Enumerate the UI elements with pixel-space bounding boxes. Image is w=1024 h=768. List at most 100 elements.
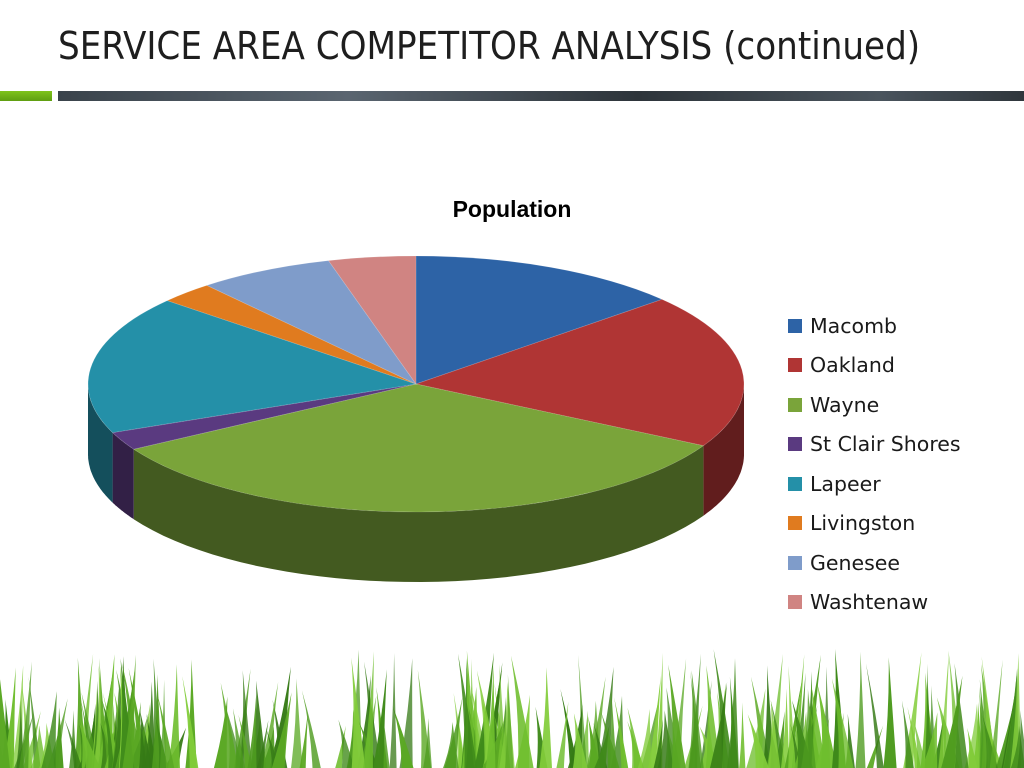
grass-blade <box>423 718 432 768</box>
legend-label: Wayne <box>810 392 880 417</box>
grass-blade <box>578 654 587 768</box>
grass-blade <box>770 699 787 768</box>
pie-slice-macomb <box>415 255 664 385</box>
legend-swatch <box>788 555 802 570</box>
grass-blade <box>577 710 589 768</box>
grass-blade <box>556 701 569 768</box>
grass-blade <box>64 719 82 768</box>
grass-blade <box>668 664 686 768</box>
grass-blade <box>505 674 514 768</box>
pie-side-st-clair-shores <box>112 432 134 520</box>
pie-side-lapeer <box>88 384 113 503</box>
pie-slice-washtenaw <box>327 255 417 386</box>
pie-side-wayne <box>133 445 704 582</box>
grass-blade <box>938 651 949 768</box>
title-divider-bar <box>58 91 1024 101</box>
grass-blade <box>453 692 466 768</box>
grass-blade <box>399 658 413 768</box>
legend-swatch <box>788 397 802 412</box>
legend-swatch <box>788 476 802 491</box>
grass-blade <box>924 663 932 768</box>
grass-blade <box>392 706 414 768</box>
grass-blade <box>601 712 620 768</box>
grass-blade <box>139 714 147 768</box>
grass-blade <box>22 711 41 768</box>
grass-blade <box>443 722 459 768</box>
title-accent-bar <box>0 91 52 101</box>
grass-blade <box>299 711 308 768</box>
grass-blade <box>182 676 199 768</box>
legend-item: Livingston <box>788 504 1018 544</box>
grass-blade <box>989 659 1003 768</box>
grass-blade <box>78 722 100 768</box>
legend-swatch <box>788 595 802 610</box>
grass-blade <box>41 691 57 768</box>
grass-blade <box>256 720 269 768</box>
grass-blade <box>688 670 704 768</box>
grass-blade <box>220 682 239 768</box>
grass-blade <box>363 651 374 768</box>
legend-item: Lapeer <box>788 464 1018 504</box>
legend-item: Macomb <box>788 306 1018 346</box>
legend-label: Macomb <box>810 313 898 338</box>
grass-blade <box>572 713 588 768</box>
legend-label: Livingston <box>810 511 916 536</box>
grass-blade <box>458 653 477 768</box>
grass-blade <box>19 661 32 768</box>
legend-item: Washtenaw <box>788 583 1018 623</box>
grass-blade <box>3 667 16 768</box>
grass-blade <box>351 657 366 768</box>
grass-blade <box>767 700 781 768</box>
grass-blade <box>921 712 938 768</box>
grass-blade <box>648 675 661 768</box>
grass-blade <box>855 651 866 768</box>
pie-slice-lapeer <box>87 300 417 434</box>
legend-item: Oakland <box>788 346 1018 386</box>
grass-blade <box>482 721 504 768</box>
grass-blade <box>238 714 253 768</box>
grass-blade <box>1017 710 1024 768</box>
legend-swatch <box>788 516 802 531</box>
pie-slice-wayne <box>132 383 705 513</box>
grass-blade <box>883 657 897 768</box>
grass-blade <box>781 688 790 768</box>
grass-blade <box>338 719 355 768</box>
chart-title: Population <box>452 196 572 222</box>
legend-item: Genesee <box>788 543 1018 583</box>
grass-blade <box>122 654 136 768</box>
pie-slice-oakland <box>414 298 745 447</box>
grass-blade <box>727 658 739 768</box>
grass-blade <box>594 725 610 768</box>
legend-label: Washtenaw <box>810 590 929 615</box>
grass-blade <box>653 719 663 768</box>
legend-swatch <box>788 318 802 333</box>
pie-slice-livingston <box>166 284 417 385</box>
grass-blade <box>301 690 321 768</box>
legend-item: St Clair Shores <box>788 425 1018 465</box>
grass-blade <box>739 702 746 768</box>
grass-blade <box>747 714 769 768</box>
grass-blade <box>157 693 175 768</box>
legend-swatch <box>788 358 802 373</box>
grass-blade <box>539 667 552 768</box>
grass-blade <box>335 725 346 768</box>
grass-blade <box>373 669 387 768</box>
grass-blade <box>128 713 149 768</box>
grass-blade <box>801 689 816 768</box>
grass-blade <box>168 664 180 768</box>
grass-blade <box>485 665 496 768</box>
pie-slice-genesee <box>205 260 418 386</box>
grass-blade <box>389 653 397 768</box>
grass-blade <box>710 682 728 768</box>
legend-swatch <box>788 437 802 452</box>
pie-slice-st-clair-shores <box>111 383 417 450</box>
grass-blade <box>903 652 922 768</box>
grass-blade <box>866 663 884 768</box>
legend-label: St Clair Shores <box>810 432 961 457</box>
legend-label: Genesee <box>810 550 901 575</box>
grass-blade <box>627 707 643 768</box>
grass-blade <box>819 717 830 768</box>
legend-label: Lapeer <box>810 471 881 496</box>
grass-blade <box>232 708 246 768</box>
